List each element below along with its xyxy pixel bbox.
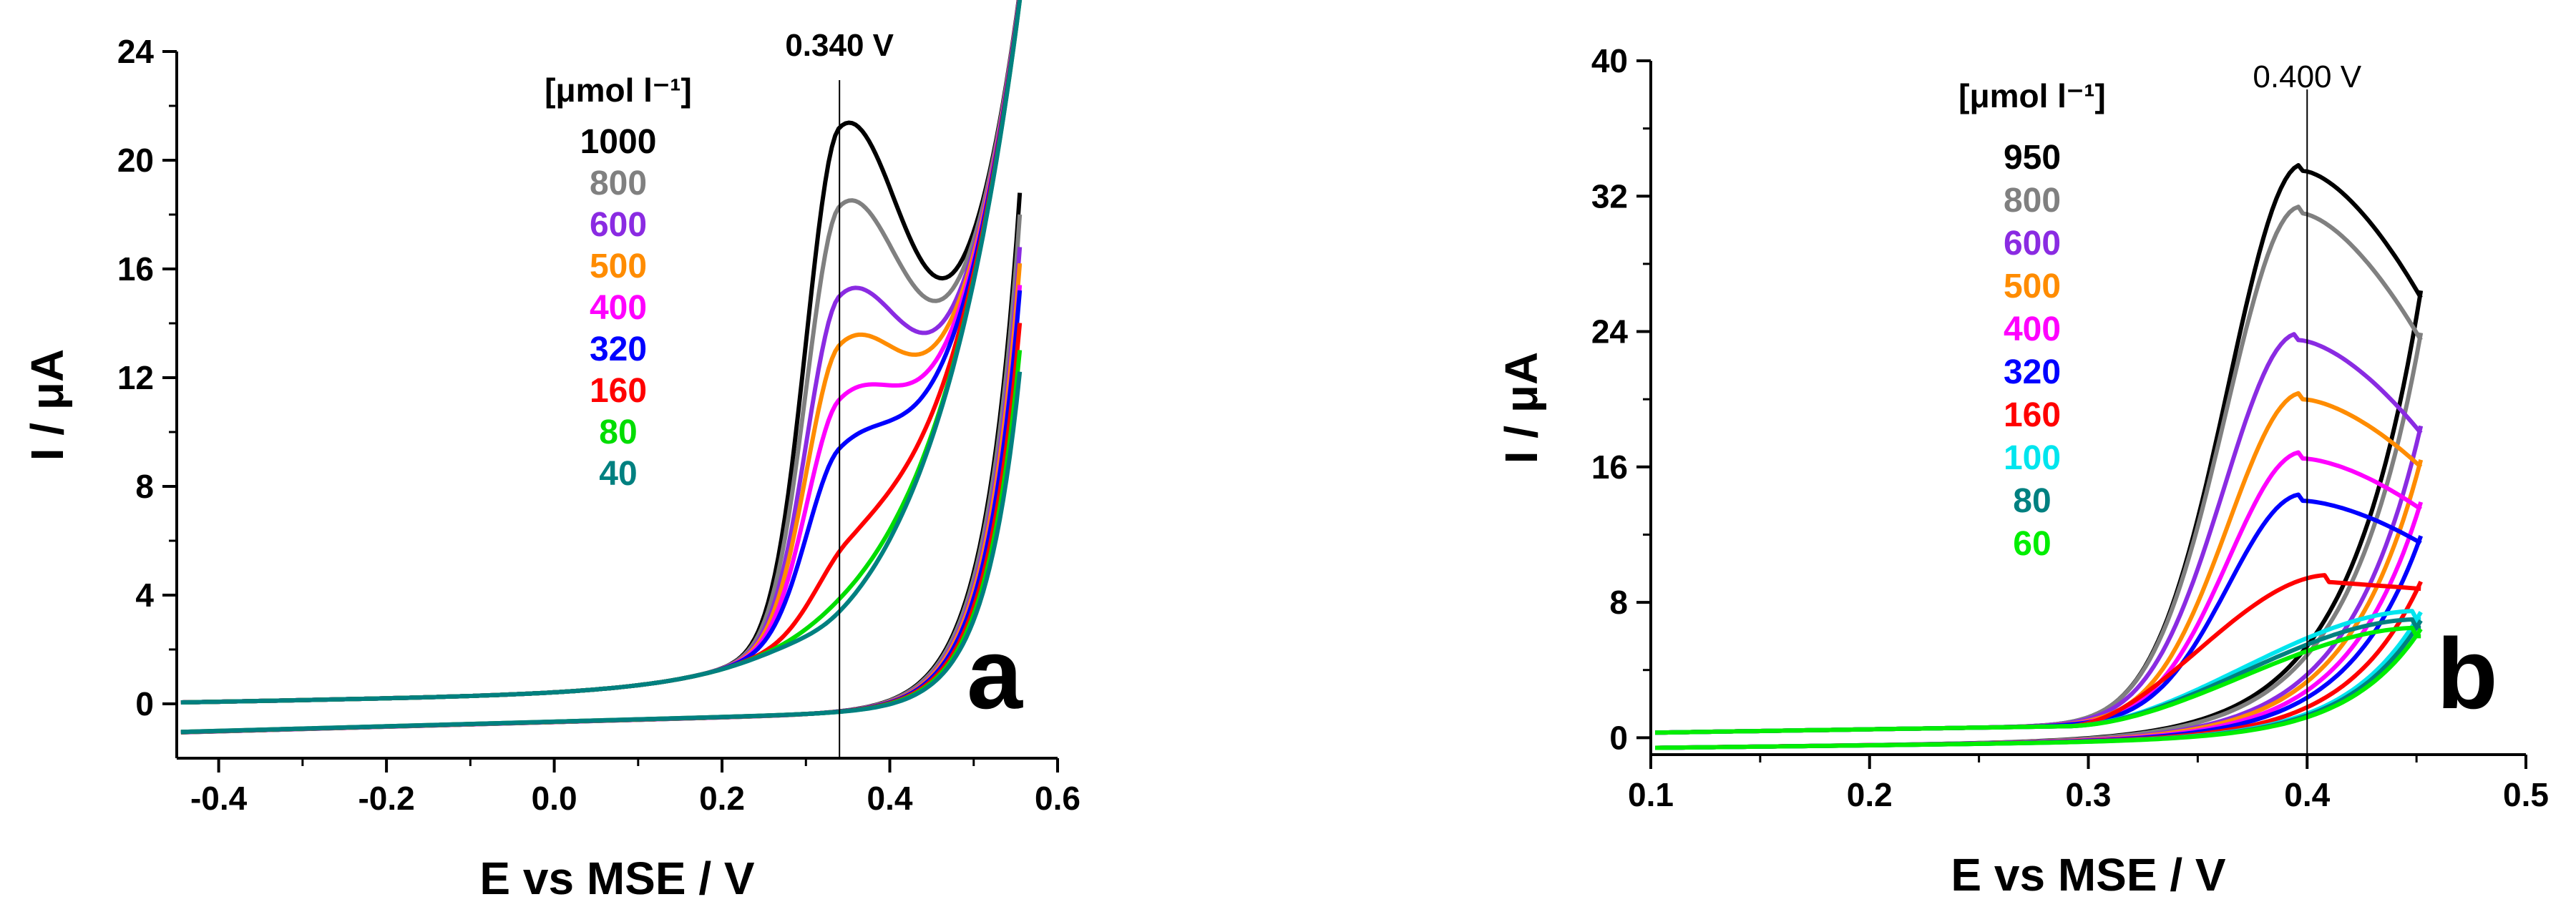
series-line-40-forward — [180, 0, 1023, 705]
legend-entry-160: 160 — [590, 372, 647, 410]
x-tick-label: -0.4 — [190, 780, 248, 817]
y-tick-label: 20 — [117, 142, 154, 179]
y-axis-title: I / μA — [21, 349, 73, 461]
legend-title: [μmol l⁻¹] — [545, 72, 692, 109]
y-tick-label: 0 — [1609, 719, 1628, 756]
y-tick-label: 32 — [1591, 177, 1628, 215]
chart-panel-a: 0.340 V -0.4 -0.2 0.0 0.2 0.4 0.6 0 4 8 12 16 20 24 E … — [21, 0, 1080, 904]
x-tick-label: 0.6 — [1035, 780, 1080, 817]
x-tick-label: 0.4 — [2284, 776, 2330, 813]
legend-entry-500: 500 — [590, 247, 647, 285]
panel-letter: a — [967, 617, 1023, 730]
x-tick-label: 0.0 — [532, 780, 577, 817]
y-tick-label: 24 — [1591, 313, 1629, 350]
y-tick-label: 16 — [117, 250, 154, 288]
legend-entry-800: 800 — [590, 165, 647, 202]
y-tick-label: 8 — [1609, 584, 1628, 621]
legend-entry-100: 100 — [2004, 439, 2061, 477]
x-axis-title: E vs MSE / V — [1951, 849, 2225, 901]
y-tick-label: 12 — [117, 359, 154, 396]
legend-entry-400: 400 — [2004, 310, 2061, 348]
legend-entry-80: 80 — [599, 413, 637, 451]
legend-entry-80: 80 — [2013, 482, 2051, 520]
marker-label: 0.340 V — [785, 28, 894, 63]
y-axis-title: I / μA — [1496, 352, 1547, 464]
x-tick-label: 0.5 — [2503, 776, 2549, 813]
series-line-60-reverse — [1655, 627, 2423, 750]
legend-entry-950: 950 — [2004, 139, 2061, 177]
legend-entry-320: 320 — [2004, 353, 2061, 391]
x-tick-label: 0.1 — [1628, 776, 1674, 813]
y-tick-label: 24 — [117, 33, 155, 70]
x-tick-label: -0.2 — [358, 780, 414, 817]
legend-entry-800: 800 — [2004, 182, 2061, 220]
series-line-40-reverse — [180, 371, 1023, 735]
legend-entry-600: 600 — [590, 206, 647, 244]
series-line-60-forward — [1655, 625, 2421, 735]
legend-entry-320: 320 — [590, 330, 647, 368]
x-tick-label: 0.3 — [2066, 776, 2112, 813]
legend-entry-600: 600 — [2004, 225, 2061, 263]
legend-entry-40: 40 — [599, 455, 637, 493]
y-tick-label: 0 — [135, 685, 154, 722]
x-axis-title: E vs MSE / V — [479, 853, 754, 904]
panel-letter: b — [2436, 617, 2498, 730]
legend-entry-400: 400 — [590, 289, 647, 327]
marker-label: 0.400 V — [2253, 59, 2361, 94]
chart-panel-b: 0.400 V 0.1 0.2 0.3 0.4 0.5 0 8 16 24 32 40 E vs MSE… — [1496, 42, 2549, 901]
y-tick-label: 16 — [1591, 448, 1628, 486]
curves — [180, 0, 1023, 735]
x-tick-label: 0.4 — [867, 780, 913, 817]
curves — [1655, 163, 2424, 750]
legend-entry-160: 160 — [2004, 396, 2061, 434]
legend-title: [μmol l⁻¹] — [1958, 77, 2106, 114]
y-tick-label: 8 — [135, 468, 154, 505]
legend: [μmol l⁻¹] 950 800 600 500 400 320 160 100 80 60 — [1958, 77, 2106, 563]
legend-entry-60: 60 — [2013, 525, 2051, 563]
y-tick-label: 4 — [135, 577, 154, 614]
x-tick-label: 0.2 — [699, 780, 745, 817]
x-tick-label: 0.2 — [1847, 776, 1893, 813]
legend-entry-1000: 1000 — [580, 123, 657, 161]
legend-entry-500: 500 — [2004, 268, 2061, 305]
series-line-160-reverse — [1655, 580, 2423, 750]
y-tick-label: 40 — [1591, 42, 1628, 79]
